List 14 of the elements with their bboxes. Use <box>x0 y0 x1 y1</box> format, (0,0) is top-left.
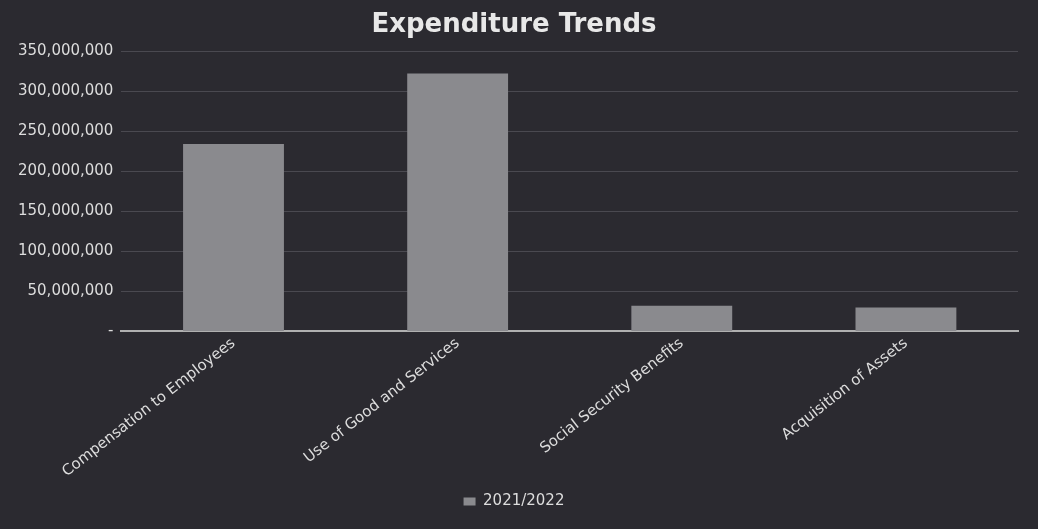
y-tick-label: - <box>108 321 114 340</box>
y-tick-label: 350,000,000 <box>17 41 114 60</box>
bar <box>631 305 733 331</box>
y-tick-label: 50,000,000 <box>27 281 114 300</box>
y-tick-label: 300,000,000 <box>17 81 114 100</box>
legend-label: 2021/2022 <box>483 491 565 510</box>
y-tick-label: 250,000,000 <box>17 121 114 140</box>
y-tick-label: 100,000,000 <box>17 241 114 260</box>
bar <box>407 73 509 331</box>
y-tick-label: 150,000,000 <box>17 201 114 220</box>
bar <box>183 144 284 331</box>
y-tick-label: 200,000,000 <box>17 161 114 180</box>
bar <box>855 307 957 331</box>
chart-title: Expenditure Trends <box>371 8 657 39</box>
